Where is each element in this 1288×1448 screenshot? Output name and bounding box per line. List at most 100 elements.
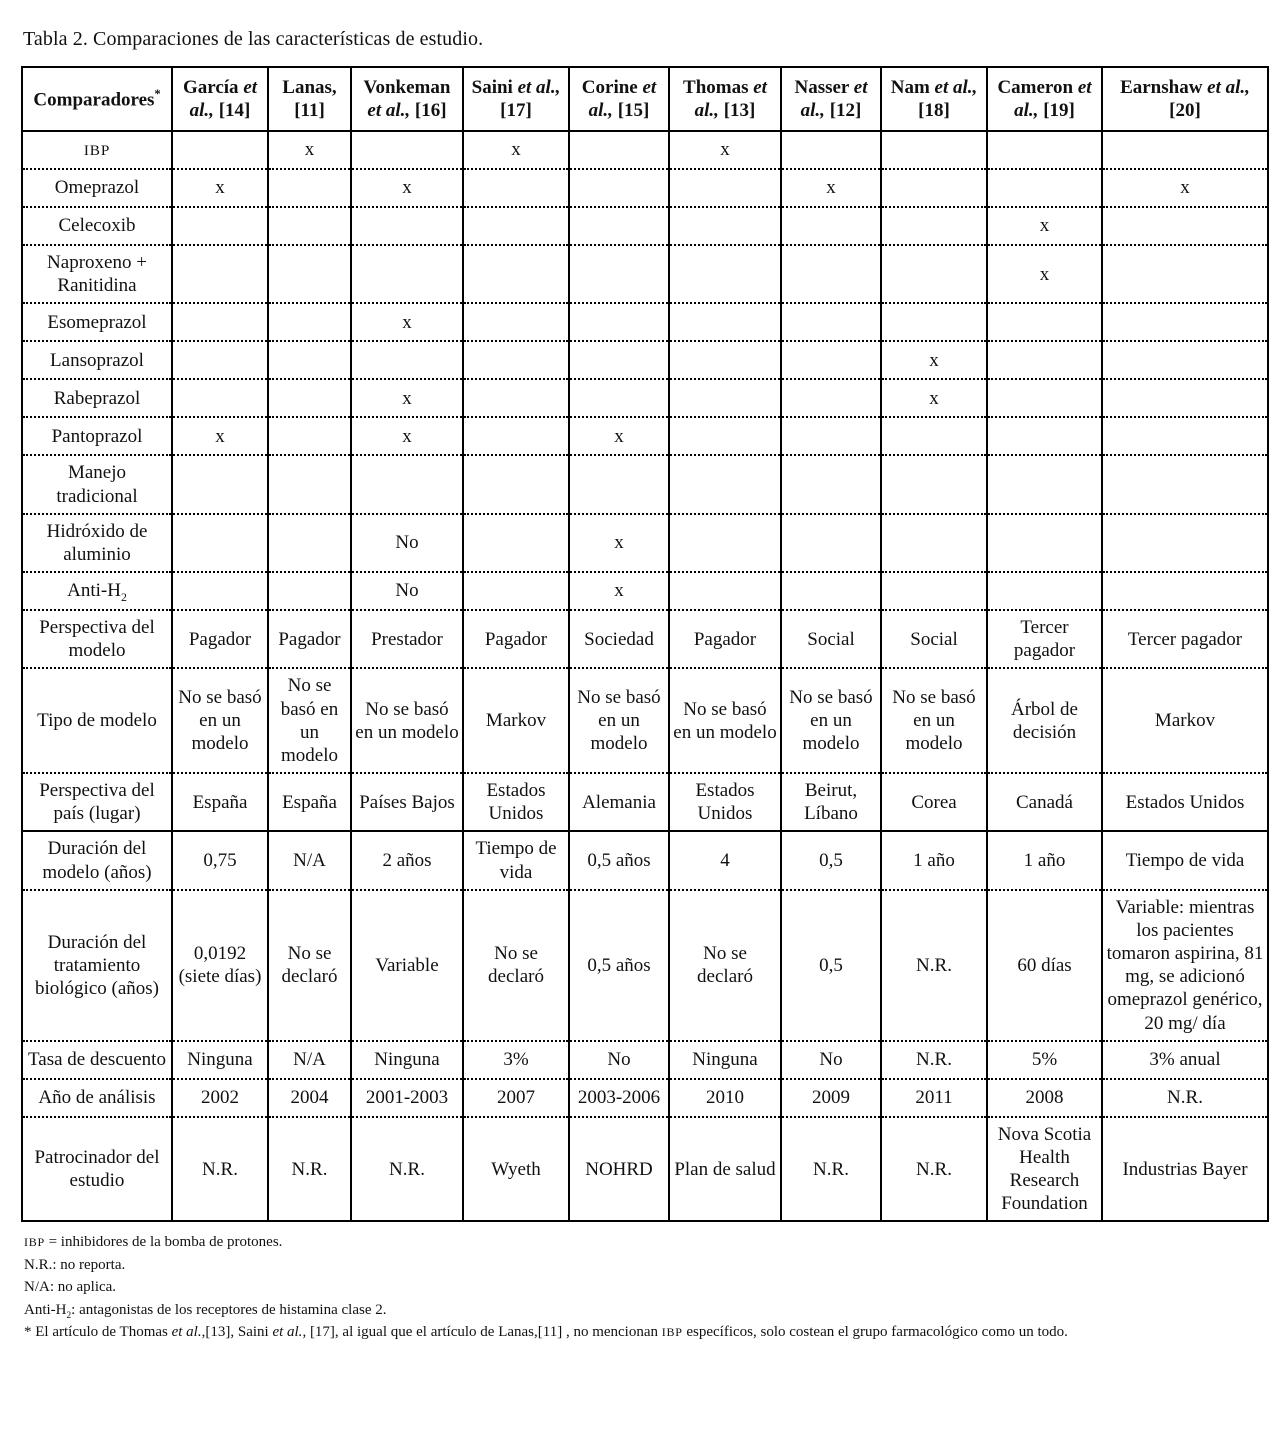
row-label: Omeprazol xyxy=(21,168,173,207)
table-row: Manejo tradicional xyxy=(21,454,1269,514)
table-cell xyxy=(171,340,269,380)
table-cell: Alemania xyxy=(568,772,670,832)
table-cell: N.R. xyxy=(350,1115,464,1223)
table-cell xyxy=(986,512,1103,573)
table-cell: N.R. xyxy=(780,1115,882,1223)
table-cell: Pagador xyxy=(668,609,782,669)
table-cell: España xyxy=(267,772,352,832)
row-label: Perspectiva del país (lugar) xyxy=(21,772,173,832)
table-cell: x xyxy=(1101,168,1269,207)
table-cell: x xyxy=(171,416,269,456)
row-label: Patrocinador del estudio xyxy=(21,1115,173,1223)
table-cell: Canadá xyxy=(986,772,1103,832)
row-label: Pantoprazol xyxy=(21,416,173,456)
table-cell xyxy=(668,168,782,207)
table-cell xyxy=(780,206,882,245)
table-cell: x xyxy=(462,130,570,169)
table-cell xyxy=(267,454,352,514)
table-cell xyxy=(780,130,882,169)
table-cell xyxy=(462,302,570,342)
table-cell xyxy=(880,206,988,245)
table-cell: Pagador xyxy=(171,609,269,669)
column-header: Nam et al., [18] xyxy=(880,66,988,132)
table-row: Tasa de descuento Ninguna N/A Ninguna 3% No Ni… xyxy=(21,1039,1269,1079)
table-cell: x xyxy=(880,378,988,418)
table-cell xyxy=(668,416,782,456)
table-cell xyxy=(880,168,988,207)
table-cell xyxy=(267,206,352,245)
header-row: Comparadores* García et al., [14] Lanas, [… xyxy=(21,66,1269,132)
table-cell: x xyxy=(568,571,670,611)
table-cell xyxy=(668,243,782,304)
table-cell: No xyxy=(780,1039,882,1079)
table-cell xyxy=(780,416,882,456)
table-cell xyxy=(668,302,782,342)
table-row: Perspectiva del país (lugar) España España… xyxy=(21,772,1269,832)
table-row: Lansoprazol x xyxy=(21,340,1269,380)
table-cell xyxy=(568,454,670,514)
table-cell xyxy=(1101,454,1269,514)
table-cell xyxy=(171,130,269,169)
footnote-line: Anti-H2: antagonistas de los receptores … xyxy=(24,1301,387,1321)
table-cell xyxy=(350,454,464,514)
table-cell: Tiempo de vida xyxy=(462,830,570,890)
table-cell: Estados Unidos xyxy=(1101,772,1269,832)
table-cell xyxy=(568,206,670,245)
table-cell xyxy=(668,340,782,380)
table-cell xyxy=(568,243,670,304)
table-cell: Variable: mientras los pacientes tomaron… xyxy=(1101,888,1269,1041)
table-cell xyxy=(780,243,882,304)
table-cell: No se basó en un modelo xyxy=(350,667,464,774)
comparison-table: Comparadores* García et al., [14] Lanas, [… xyxy=(21,66,1269,1223)
table-cell: No se basó en un modelo xyxy=(171,667,269,774)
row-label: Esomeprazol xyxy=(21,302,173,342)
table-cell xyxy=(267,340,352,380)
table-cell xyxy=(1101,130,1269,169)
table-row: Pantoprazol x x x xyxy=(21,416,1269,456)
table-row: Esomeprazol x xyxy=(21,302,1269,342)
table-cell: 2001-2003 xyxy=(350,1077,464,1117)
table-cell: NOHRD xyxy=(568,1115,670,1223)
footnotes: IBP = inhibidores de la bomba de protone… xyxy=(24,1231,1268,1344)
table-cell: Prestador xyxy=(350,609,464,669)
table-cell xyxy=(780,454,882,514)
table-cell xyxy=(171,571,269,611)
table-cell: 1 año xyxy=(880,830,988,890)
table-cell: 0,5 xyxy=(780,830,882,890)
table-cell: No se basó en un modelo xyxy=(880,667,988,774)
table-cell xyxy=(668,206,782,245)
table-cell: x xyxy=(986,206,1103,245)
table-cell: Social xyxy=(880,609,988,669)
table-cell: 0,75 xyxy=(171,830,269,890)
table-cell xyxy=(568,168,670,207)
table-cell xyxy=(880,243,988,304)
table-cell xyxy=(668,512,782,573)
table-cell: 2009 xyxy=(780,1077,882,1117)
table-cell xyxy=(171,512,269,573)
table-cell: x xyxy=(780,168,882,207)
table-cell: Países Bajos xyxy=(350,772,464,832)
table-cell: 4 xyxy=(668,830,782,890)
table-cell xyxy=(350,130,464,169)
table-cell xyxy=(462,512,570,573)
table-cell: x xyxy=(350,416,464,456)
corner-header: Comparadores* xyxy=(21,66,173,132)
table-cell xyxy=(267,243,352,304)
table-cell xyxy=(880,130,988,169)
table-cell: Industrias Bayer xyxy=(1101,1115,1269,1223)
table-row: Rabeprazol x x xyxy=(21,378,1269,418)
table-cell: España xyxy=(171,772,269,832)
table-row: Año de análisis 2002 2004 2001-2003 2007 2003… xyxy=(21,1077,1269,1117)
table-cell: N.R. xyxy=(880,1115,988,1223)
table-cell: Nova Scotia Health Research Foundation xyxy=(986,1115,1103,1223)
table-cell: No se basó en un modelo xyxy=(668,667,782,774)
column-header: Thomas et al., [13] xyxy=(668,66,782,132)
table-cell xyxy=(462,378,570,418)
table-cell xyxy=(462,340,570,380)
table-row: Celecoxib x xyxy=(21,206,1269,245)
table-cell xyxy=(568,130,670,169)
row-label: Año de análisis xyxy=(21,1077,173,1117)
row-label: Manejo tradicional xyxy=(21,454,173,514)
table-cell: Ninguna xyxy=(171,1039,269,1079)
table-cell xyxy=(171,243,269,304)
